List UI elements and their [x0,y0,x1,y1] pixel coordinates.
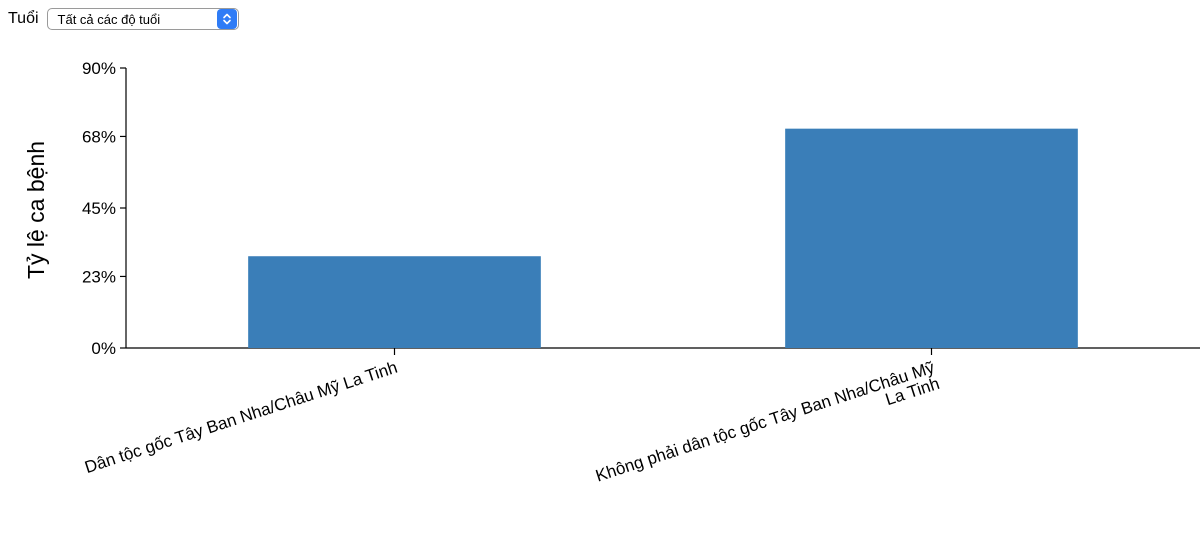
y-tick-label: 68% [82,127,116,146]
x-tick-label: Không phải dân tộc gốc Tây Ban Nha/Châu … [593,358,942,486]
x-tick-label-line: Dân tộc gốc Tây Ban Nha/Châu Mỹ La Tinh [82,358,399,477]
age-filter: Tuổi Tất cả các độ tuổi [8,7,239,31]
y-tick-label: 0% [91,339,116,358]
y-axis-title: Tỷ lệ ca bệnh [23,141,49,279]
x-tick-label-line: Không phải dân tộc gốc Tây Ban Nha/Châu … [593,358,937,486]
age-select-value: Tất cả các độ tuổi [57,11,161,27]
y-tick-label: 90% [82,59,116,78]
bar [248,256,541,348]
y-tick-label: 23% [82,267,116,286]
age-filter-label: Tuổi [8,10,39,27]
y-tick-label: 45% [82,199,116,218]
age-select[interactable]: Tất cả các độ tuổi [46,8,239,30]
bar [785,128,1078,348]
chevron-up-down-icon[interactable] [216,9,237,29]
x-tick-label: Dân tộc gốc Tây Ban Nha/Châu Mỹ La Tinh [82,358,399,477]
